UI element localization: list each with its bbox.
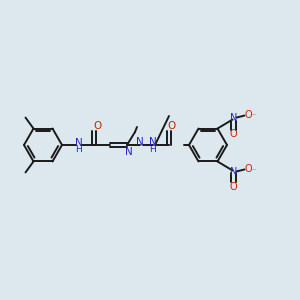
Text: O: O [245, 110, 252, 119]
Text: O: O [93, 121, 101, 131]
Text: H: H [76, 146, 82, 154]
Text: N: N [149, 137, 157, 147]
Text: O: O [168, 121, 176, 131]
Text: N: N [230, 112, 237, 122]
Text: N: N [75, 138, 83, 148]
Text: O: O [230, 128, 237, 139]
Text: O: O [245, 164, 252, 175]
Text: H: H [150, 146, 156, 154]
Text: N: N [125, 147, 133, 157]
Text: O: O [230, 182, 237, 193]
Text: N: N [230, 167, 237, 178]
Text: N: N [136, 137, 144, 147]
Text: ⁻: ⁻ [251, 111, 256, 120]
Text: ⁻: ⁻ [251, 166, 256, 175]
